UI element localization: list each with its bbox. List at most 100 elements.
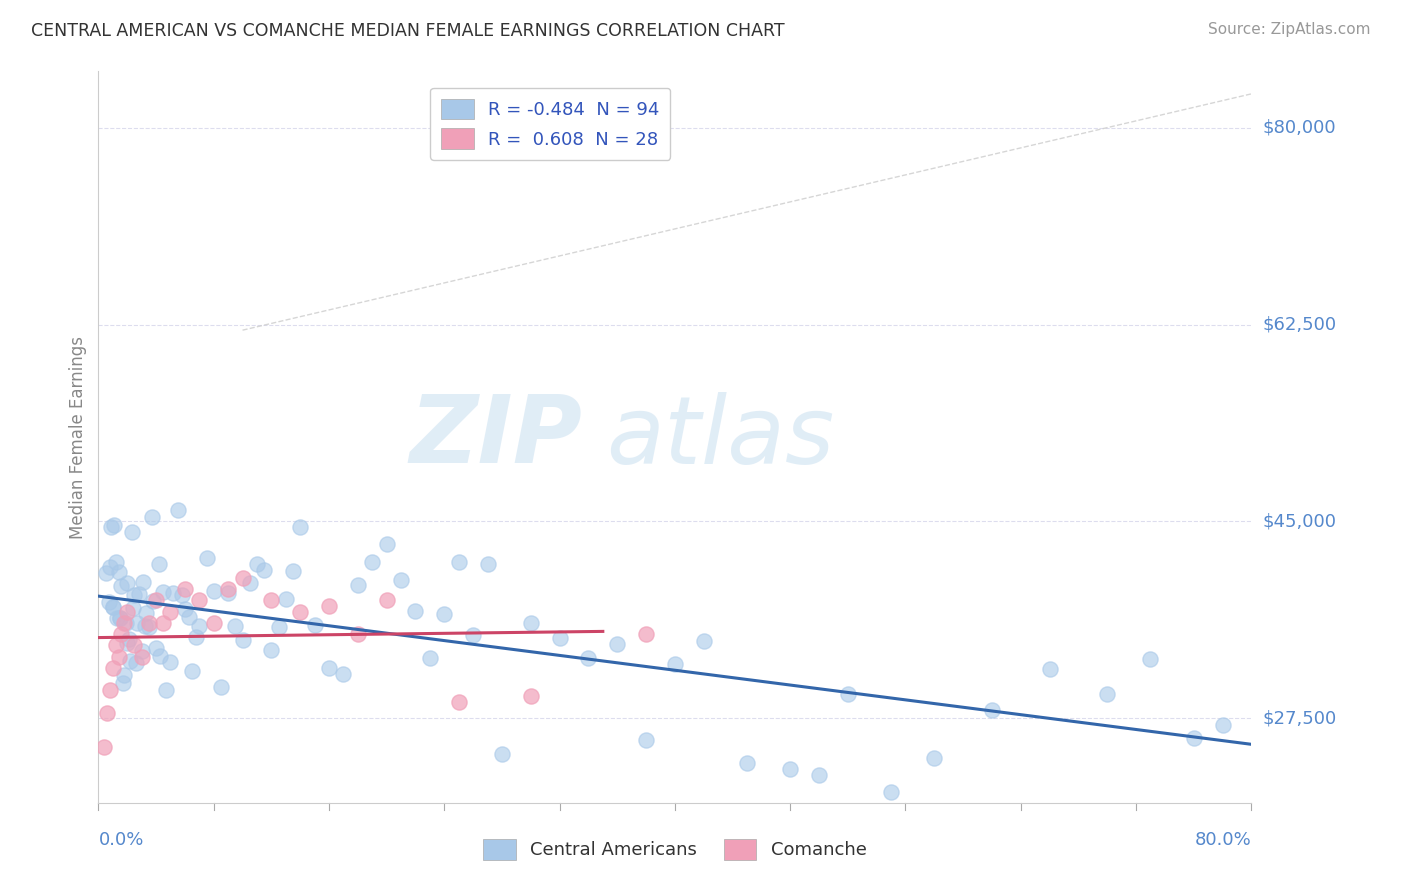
Point: [880, 784, 903, 798]
Point: [101, 599, 124, 614]
Point: [174, 582, 197, 596]
Text: $80,000: $80,000: [1263, 119, 1337, 136]
Point: [179, 610, 201, 624]
Point: [141, 509, 163, 524]
Point: [260, 593, 283, 607]
Point: [318, 661, 340, 675]
Point: [97, 595, 120, 609]
Point: [124, 638, 146, 652]
Point: [98, 559, 121, 574]
Point: [107, 566, 129, 580]
Text: $62,500: $62,500: [1263, 316, 1337, 334]
Point: [520, 689, 543, 703]
Point: [188, 593, 211, 607]
Point: [121, 524, 143, 539]
Point: [1212, 717, 1234, 731]
Point: [520, 615, 543, 630]
Point: [108, 610, 131, 624]
Point: [107, 649, 129, 664]
Point: [127, 616, 149, 631]
Point: [96, 706, 118, 720]
Point: [103, 518, 125, 533]
Point: [837, 687, 859, 701]
Point: [346, 627, 368, 641]
Point: [375, 593, 398, 607]
Point: [135, 606, 157, 620]
Point: [117, 636, 139, 650]
Point: [217, 586, 239, 600]
Point: [693, 633, 716, 648]
Point: [231, 632, 254, 647]
Point: [346, 577, 368, 591]
Point: [112, 668, 135, 682]
Point: [419, 650, 441, 665]
Point: [131, 649, 153, 664]
Point: [217, 582, 239, 596]
Text: $45,000: $45,000: [1263, 513, 1337, 531]
Point: [98, 683, 121, 698]
Point: [202, 615, 225, 630]
Point: [202, 584, 225, 599]
Point: [101, 661, 124, 675]
Point: [779, 762, 801, 776]
Point: [120, 655, 142, 669]
Point: [174, 601, 197, 615]
Point: [246, 558, 269, 572]
Point: [389, 574, 412, 588]
Point: [152, 585, 174, 599]
Text: 80.0%: 80.0%: [1195, 831, 1251, 849]
Point: [134, 619, 156, 633]
Point: [159, 655, 181, 669]
Text: ZIP: ZIP: [409, 391, 582, 483]
Text: CENTRAL AMERICAN VS COMANCHE MEDIAN FEMALE EARNINGS CORRELATION CHART: CENTRAL AMERICAN VS COMANCHE MEDIAN FEMA…: [31, 22, 785, 40]
Point: [735, 756, 758, 771]
Point: [209, 680, 232, 694]
Point: [112, 615, 135, 630]
Y-axis label: Median Female Earnings: Median Female Earnings: [69, 335, 87, 539]
Point: [1182, 731, 1205, 746]
Point: [145, 641, 167, 656]
Point: [433, 607, 456, 621]
Point: [110, 579, 132, 593]
Point: [170, 589, 193, 603]
Point: [149, 648, 172, 663]
Point: [166, 503, 188, 517]
Point: [290, 605, 312, 619]
Point: [267, 620, 290, 634]
Point: [159, 605, 181, 619]
Point: [188, 618, 211, 632]
Point: [117, 576, 139, 591]
Point: [145, 593, 167, 607]
Point: [1039, 662, 1062, 676]
Point: [93, 739, 115, 754]
Point: [924, 751, 946, 765]
Legend: Central Americans, Comanche: Central Americans, Comanche: [475, 831, 875, 867]
Point: [375, 537, 398, 551]
Point: [461, 627, 484, 641]
Point: [162, 586, 184, 600]
Point: [131, 644, 153, 658]
Point: [1097, 687, 1119, 701]
Point: [105, 610, 128, 624]
Point: [122, 601, 145, 615]
Point: [281, 564, 304, 578]
Point: [224, 619, 246, 633]
Point: [142, 594, 165, 608]
Point: [290, 520, 312, 534]
Point: [981, 703, 1004, 717]
Point: [94, 566, 117, 580]
Point: [148, 557, 170, 571]
Text: atlas: atlas: [606, 392, 834, 483]
Point: [104, 555, 127, 569]
Point: [110, 627, 132, 641]
Point: [128, 587, 150, 601]
Point: [405, 604, 427, 618]
Point: [447, 694, 470, 708]
Point: [361, 555, 384, 569]
Point: [195, 551, 218, 566]
Point: [578, 651, 600, 665]
Text: 0.0%: 0.0%: [98, 831, 143, 849]
Point: [132, 575, 155, 590]
Point: [138, 615, 160, 630]
Point: [117, 605, 139, 619]
